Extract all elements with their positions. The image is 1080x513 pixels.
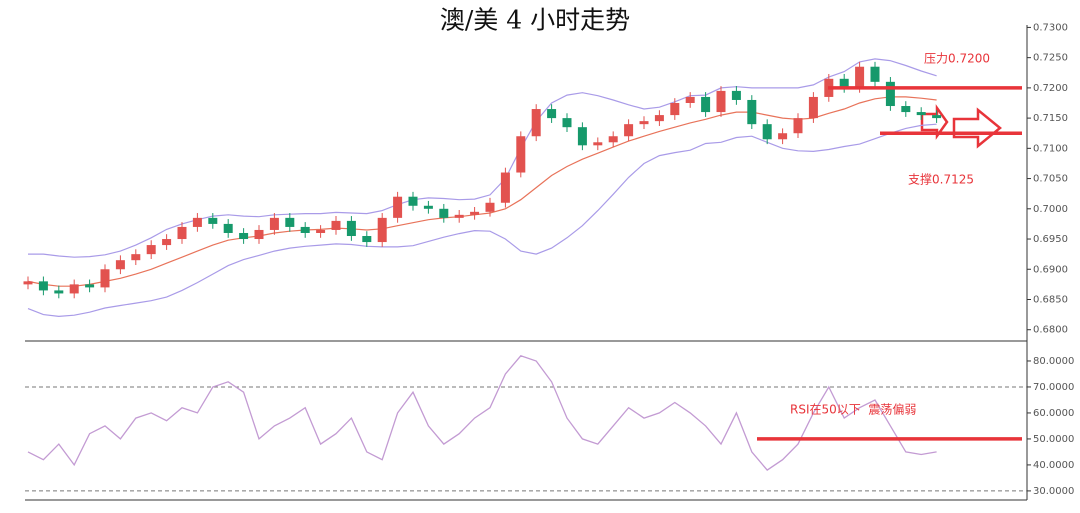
candle-body bbox=[331, 220, 341, 230]
candle-body bbox=[593, 142, 603, 146]
candle-body bbox=[870, 66, 880, 82]
candle-body bbox=[685, 96, 695, 103]
candle-body bbox=[747, 99, 757, 125]
candle-body bbox=[716, 90, 726, 113]
candle-body bbox=[239, 232, 249, 240]
y-tick-label: 60.0000 bbox=[1033, 408, 1074, 419]
y-tick-label: 80.0000 bbox=[1033, 356, 1074, 367]
candle-body bbox=[485, 202, 495, 212]
candle-body bbox=[269, 217, 279, 230]
candle-body bbox=[192, 217, 202, 227]
candle-body bbox=[531, 109, 541, 137]
candle-body bbox=[901, 106, 911, 113]
candle-body bbox=[762, 124, 772, 140]
candle-body bbox=[254, 229, 264, 240]
candle-body bbox=[177, 226, 187, 240]
candle-body bbox=[408, 196, 418, 206]
y-tick-label: 0.6800 bbox=[1033, 325, 1068, 336]
candle-body bbox=[423, 205, 433, 209]
y-tick-label: 0.6900 bbox=[1033, 264, 1068, 275]
y-tick-label: 50.0000 bbox=[1033, 434, 1074, 445]
candle-body bbox=[916, 112, 926, 116]
candle-body bbox=[208, 217, 218, 224]
candle-body bbox=[362, 236, 372, 243]
candle-body bbox=[731, 90, 741, 100]
candle-body bbox=[701, 96, 711, 113]
y-tick-label: 0.7250 bbox=[1033, 53, 1068, 64]
band-line bbox=[27, 123, 937, 318]
candle-body bbox=[624, 124, 634, 137]
candle-body bbox=[393, 196, 403, 218]
y-tick-label: 0.6950 bbox=[1033, 234, 1068, 245]
candle-body bbox=[500, 172, 510, 203]
candle-body bbox=[778, 133, 788, 140]
candle-body bbox=[839, 78, 849, 88]
candle-body bbox=[285, 217, 295, 227]
candle-body bbox=[23, 281, 33, 285]
level-label: 压力0.7200 bbox=[924, 51, 990, 65]
candle-body bbox=[223, 223, 233, 233]
candle-body bbox=[654, 115, 664, 122]
y-tick-label: 0.7000 bbox=[1033, 204, 1068, 215]
candle-body bbox=[793, 118, 803, 134]
y-tick-label: 0.6850 bbox=[1033, 294, 1068, 305]
y-tick-label: 30.0000 bbox=[1033, 486, 1074, 497]
candle-body bbox=[131, 254, 141, 261]
candle-body bbox=[562, 118, 572, 128]
candle-body bbox=[547, 109, 557, 119]
candle-body bbox=[670, 102, 680, 116]
y-tick-label: 0.7300 bbox=[1033, 22, 1068, 33]
y-tick-label: 0.7200 bbox=[1033, 83, 1068, 94]
candle-body bbox=[855, 66, 865, 88]
level-label: 支撑0.7125 bbox=[908, 172, 974, 187]
y-tick-label: 70.0000 bbox=[1033, 382, 1074, 393]
y-tick-label: 40.0000 bbox=[1033, 460, 1074, 471]
y-tick-label: 0.7050 bbox=[1033, 174, 1068, 185]
candle-body bbox=[639, 121, 649, 125]
candle-body bbox=[885, 81, 895, 107]
band-line bbox=[27, 96, 937, 287]
candle-body bbox=[300, 226, 310, 233]
candle-body bbox=[85, 284, 95, 288]
candle-body bbox=[69, 284, 79, 294]
band-line bbox=[28, 58, 937, 258]
candle-body bbox=[808, 96, 818, 119]
rsi-line bbox=[27, 355, 937, 471]
candle-body bbox=[100, 269, 110, 288]
candle-body bbox=[316, 229, 326, 233]
candle-body bbox=[346, 220, 356, 237]
arrows bbox=[920, 104, 1002, 149]
candle-body bbox=[38, 281, 48, 291]
arrow bbox=[952, 107, 1002, 149]
candle-body bbox=[54, 290, 64, 294]
chart-title: 澳/美 4 小时走势 bbox=[440, 6, 630, 35]
candle-body bbox=[608, 136, 618, 143]
candle-body bbox=[115, 260, 125, 270]
y-tick-label: 0.7150 bbox=[1033, 113, 1068, 124]
y-tick-label: 0.7100 bbox=[1033, 143, 1068, 154]
candle-body bbox=[470, 211, 480, 215]
level-label: RSI在50以下 震荡偏弱 bbox=[790, 401, 916, 416]
candle-body bbox=[932, 115, 942, 119]
candle-body bbox=[577, 127, 587, 146]
candle-body bbox=[439, 208, 449, 218]
candle-body bbox=[454, 214, 464, 218]
candle-body bbox=[377, 217, 387, 243]
candle-body bbox=[146, 245, 156, 255]
candle-body bbox=[516, 136, 526, 173]
candle-body bbox=[162, 239, 172, 246]
